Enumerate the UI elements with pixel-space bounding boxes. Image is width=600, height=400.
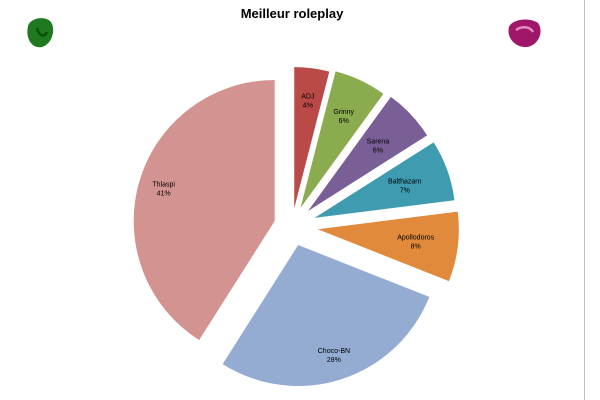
slice-label-thlaspi: Thlaspi — [152, 182, 175, 189]
chart-title: Meilleur roleplay — [240, 6, 344, 21]
slice-percent-thlaspi: 41% — [157, 191, 171, 198]
pie-slice-grinny — [300, 71, 384, 208]
pie-slice-thlaspi — [133, 79, 275, 341]
chart-frame-border — [584, 0, 585, 400]
slice-label-balthazarn: Balthazarn — [388, 178, 422, 185]
green-blob-icon — [27, 18, 54, 48]
slice-percent-balthazarn: 7% — [400, 187, 410, 194]
slice-percent-sarena: 6% — [373, 147, 383, 154]
pie-slice-choco-bn — [222, 245, 430, 387]
pie-chart: ADJ 4% Grinny 6% Sarena 6% Balthazarn 7% Apollod… — [27, 18, 541, 387]
magenta-blob-icon — [508, 19, 541, 48]
slice-label-sarena: Sarena — [367, 138, 390, 145]
pie-slice-adj — [294, 67, 330, 209]
slice-label-adj: ADJ — [301, 93, 314, 100]
pie-slice-sarena — [308, 96, 428, 211]
slice-label-apollodoros: Apollodoros — [397, 235, 434, 242]
slice-label-grinny: Grinny — [333, 109, 354, 116]
slice-percent-grinny: 6% — [339, 118, 349, 125]
pie-slice-balthazarn — [314, 142, 455, 218]
slice-percent-apollodoros: 8% — [411, 244, 421, 251]
slice-percent-choco-bn: 28% — [327, 357, 341, 364]
slice-percent-adj: 4% — [303, 102, 313, 109]
slice-label-choco-bn: Choco-BN — [318, 348, 350, 355]
pie-slice-apollodoros — [317, 211, 459, 282]
